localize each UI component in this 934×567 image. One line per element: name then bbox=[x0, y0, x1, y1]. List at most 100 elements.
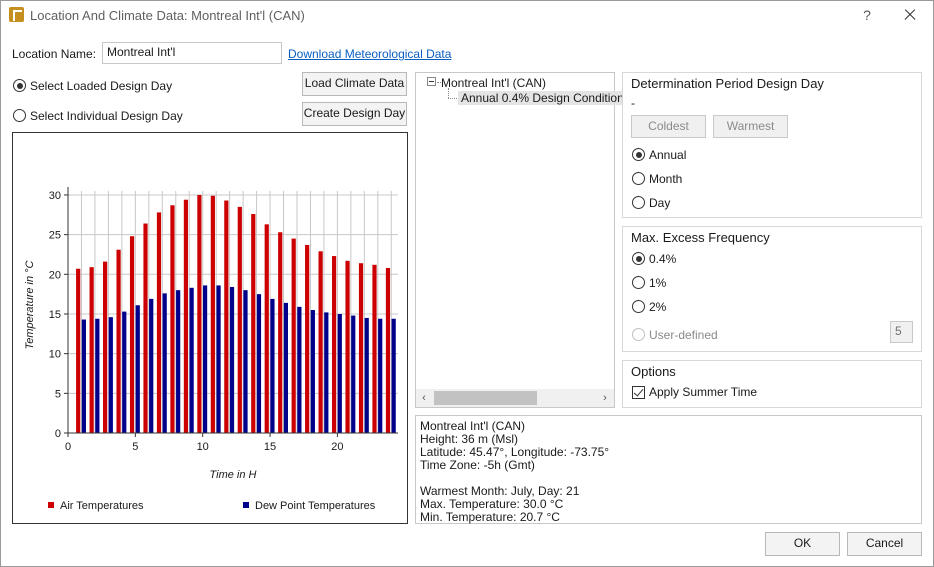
dew-point-bar bbox=[122, 311, 127, 433]
download-meteorological-data-link[interactable]: Download Meteorological Data bbox=[288, 47, 452, 61]
tree-item-design-conditions[interactable]: Annual 0.4% Design Conditions bbox=[458, 91, 633, 105]
air-temperature-bar bbox=[76, 268, 81, 433]
air-temperature-bar bbox=[116, 249, 121, 433]
max-excess-frequency-group bbox=[622, 226, 922, 352]
dew-point-bar bbox=[189, 287, 194, 433]
select-individual-design-day-radio[interactable] bbox=[13, 109, 26, 122]
cancel-button[interactable]: Cancel bbox=[847, 532, 922, 556]
dew-point-bar bbox=[364, 317, 369, 433]
select-loaded-design-day-label[interactable]: Select Loaded Design Day bbox=[30, 79, 173, 93]
tree-connector bbox=[448, 88, 449, 98]
dew-point-bar bbox=[229, 287, 235, 433]
dew-point-bar bbox=[108, 317, 113, 433]
dew-point-bar bbox=[337, 313, 342, 433]
y-tick-label: 25 bbox=[49, 230, 61, 242]
select-individual-design-day-label[interactable]: Select Individual Design Day bbox=[30, 109, 183, 123]
dew-point-bar bbox=[378, 318, 383, 433]
design-condition-tree[interactable] bbox=[415, 72, 615, 408]
air-temperature-bar bbox=[345, 260, 350, 433]
legend-swatch-air bbox=[48, 502, 54, 508]
dew-point-bar bbox=[283, 302, 289, 433]
air-temperature-bar bbox=[129, 236, 135, 433]
coldest-button[interactable]: Coldest bbox=[631, 115, 706, 138]
dew-point-bar bbox=[243, 290, 248, 433]
dew-point-bar bbox=[297, 306, 302, 433]
x-tick-label: 5 bbox=[132, 441, 138, 453]
scroll-left-icon[interactable]: ‹ bbox=[422, 392, 426, 404]
frequency-1-radio[interactable] bbox=[632, 276, 645, 289]
frequency-0-4-label[interactable]: 0.4% bbox=[649, 252, 677, 266]
close-icon[interactable] bbox=[898, 3, 922, 27]
x-axis-label: Time in H bbox=[210, 469, 257, 481]
dew-point-bar bbox=[149, 298, 154, 433]
air-temperature-bar bbox=[143, 223, 148, 433]
info-line: Latitude: 45.47°, Longitude: -73.75° bbox=[420, 445, 610, 459]
help-button[interactable]: ? bbox=[863, 7, 871, 23]
frequency-2-label[interactable]: 2% bbox=[649, 300, 667, 314]
frequency-1-label[interactable]: 1% bbox=[649, 276, 667, 290]
info-line: Warmest Month: July, Day: 21 bbox=[420, 484, 580, 498]
air-temperature-bar bbox=[278, 232, 283, 433]
frequency-user-defined-label[interactable]: User-defined bbox=[649, 328, 718, 342]
dew-point-bar bbox=[162, 293, 167, 433]
period-month-label[interactable]: Month bbox=[649, 172, 683, 186]
select-loaded-design-day-radio[interactable] bbox=[13, 79, 26, 92]
dew-point-bar bbox=[351, 315, 356, 433]
y-tick-label: 0 bbox=[55, 428, 61, 440]
apply-summer-time-label[interactable]: Apply Summer Time bbox=[649, 385, 758, 399]
period-annual-radio[interactable] bbox=[632, 148, 645, 161]
determination-period-value: - bbox=[631, 96, 635, 110]
max-excess-frequency-title: Max. Excess Frequency bbox=[631, 230, 770, 245]
info-line: Min. Temperature: 20.7 °C bbox=[420, 510, 560, 524]
x-tick-label: 20 bbox=[331, 441, 343, 453]
y-tick-label: 15 bbox=[49, 309, 61, 321]
tree-collapse-icon[interactable] bbox=[427, 77, 436, 86]
air-temperature-bar bbox=[210, 195, 215, 433]
scroll-right-icon[interactable]: › bbox=[603, 392, 607, 404]
x-tick-label: 0 bbox=[65, 441, 71, 453]
legend-label-air: Air Temperatures bbox=[60, 500, 144, 512]
period-month-radio[interactable] bbox=[632, 172, 645, 185]
determination-period-group bbox=[622, 72, 922, 218]
app-logo-icon bbox=[9, 7, 24, 22]
tree-item-location[interactable]: Montreal Int'l (CAN) bbox=[441, 76, 546, 90]
dew-point-bar bbox=[216, 285, 221, 433]
frequency-user-defined-radio[interactable] bbox=[632, 328, 645, 341]
create-design-day-button[interactable]: Create Design Day bbox=[302, 102, 407, 126]
legend-label-dew-point: Dew Point Temperatures bbox=[255, 500, 376, 512]
info-line: Height: 36 m (Msl) bbox=[420, 432, 519, 446]
period-day-label[interactable]: Day bbox=[649, 196, 671, 210]
scrollbar-thumb[interactable] bbox=[434, 391, 537, 405]
info-line: Max. Temperature: 30.0 °C bbox=[420, 497, 564, 511]
air-temperature-bar bbox=[318, 251, 323, 433]
period-day-radio[interactable] bbox=[632, 196, 645, 209]
location-name-input[interactable]: Montreal Int'l bbox=[102, 42, 282, 64]
y-tick-label: 10 bbox=[49, 349, 61, 361]
options-group bbox=[622, 360, 922, 408]
air-temperature-bar bbox=[372, 264, 377, 433]
tree-connector bbox=[448, 98, 457, 99]
info-line: Time Zone: -5h (Gmt) bbox=[420, 458, 535, 472]
title-bar[interactable] bbox=[1, 1, 933, 31]
dew-point-bar bbox=[391, 318, 396, 433]
dew-point-bar bbox=[135, 305, 140, 433]
apply-summer-time-checkbox[interactable] bbox=[632, 386, 645, 399]
temperature-chart: 0 5 10 15 20 25 30 0 5 10 15 20 Time in H Temperatu… bbox=[24, 187, 398, 512]
user-defined-frequency-input[interactable]: 5 bbox=[890, 321, 913, 343]
frequency-2-radio[interactable] bbox=[632, 300, 645, 313]
determination-period-title: Determination Period Design Day bbox=[631, 76, 824, 91]
tree-connector bbox=[437, 82, 441, 83]
ok-button[interactable]: OK bbox=[765, 532, 840, 556]
load-climate-data-button[interactable]: Load Climate Data bbox=[302, 72, 407, 96]
frequency-0-4-radio[interactable] bbox=[632, 252, 645, 265]
air-temperature-bar bbox=[197, 194, 202, 433]
y-tick-label: 30 bbox=[49, 190, 61, 202]
dew-point-bar bbox=[176, 290, 181, 433]
air-temperature-bar bbox=[89, 267, 94, 433]
period-annual-label[interactable]: Annual bbox=[649, 148, 687, 162]
warmest-button[interactable]: Warmest bbox=[713, 115, 788, 138]
dew-point-bar bbox=[310, 310, 315, 433]
air-temperature-bar bbox=[183, 199, 189, 433]
dew-point-bar bbox=[270, 298, 275, 433]
air-temperature-bar bbox=[305, 244, 310, 433]
